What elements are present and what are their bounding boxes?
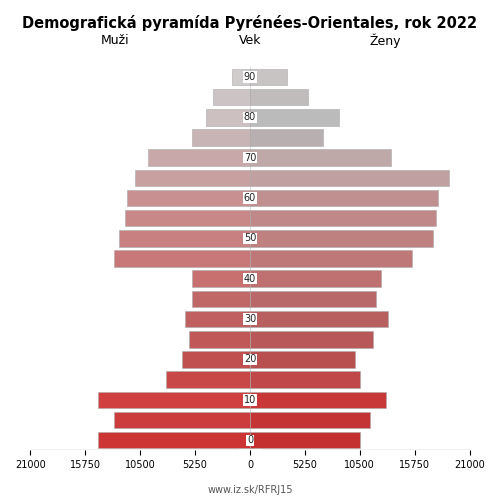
Bar [250, 170, 448, 186]
Bar [98, 392, 250, 408]
Bar [190, 331, 250, 347]
Bar [250, 109, 339, 126]
Bar [250, 230, 433, 246]
Bar [250, 89, 308, 106]
Text: 40: 40 [244, 274, 256, 284]
Bar [250, 432, 360, 448]
Bar [98, 432, 250, 448]
Bar [250, 68, 286, 86]
Bar [250, 270, 380, 287]
Bar [114, 250, 250, 267]
Bar [182, 351, 250, 368]
Text: Ženy: Ženy [369, 33, 401, 48]
Bar [250, 392, 386, 408]
Bar [250, 190, 438, 206]
Bar [126, 190, 250, 206]
Text: Vek: Vek [239, 34, 261, 48]
Text: 30: 30 [244, 314, 256, 324]
Text: 60: 60 [244, 193, 256, 203]
Bar [250, 150, 391, 166]
Bar [214, 89, 250, 106]
Title: Demografická pyramída Pyrénées-Orientales, rok 2022: Demografická pyramída Pyrénées-Orientale… [22, 15, 477, 31]
Bar [192, 290, 250, 307]
Bar [124, 210, 250, 226]
Text: 20: 20 [244, 354, 256, 364]
Bar [250, 331, 374, 347]
Bar [232, 68, 250, 86]
Bar [166, 372, 250, 388]
Text: www.iz.sk/RFRJ15: www.iz.sk/RFRJ15 [208, 485, 293, 495]
Bar [206, 109, 250, 126]
Text: 90: 90 [244, 72, 256, 82]
Bar [250, 372, 360, 388]
Bar [250, 129, 323, 146]
Bar [250, 311, 388, 328]
Bar [114, 412, 250, 428]
Bar [250, 210, 436, 226]
Text: 50: 50 [244, 234, 256, 243]
Bar [250, 250, 412, 267]
Bar [250, 351, 354, 368]
Bar [250, 412, 370, 428]
Text: 0: 0 [247, 435, 253, 445]
Bar [120, 230, 250, 246]
Bar [148, 150, 250, 166]
Bar [192, 270, 250, 287]
Text: 70: 70 [244, 152, 256, 162]
Text: 10: 10 [244, 395, 256, 405]
Text: Muži: Muži [100, 34, 130, 48]
Bar [192, 129, 250, 146]
Bar [250, 290, 376, 307]
Text: 80: 80 [244, 112, 256, 122]
Bar [185, 311, 250, 328]
Bar [135, 170, 250, 186]
